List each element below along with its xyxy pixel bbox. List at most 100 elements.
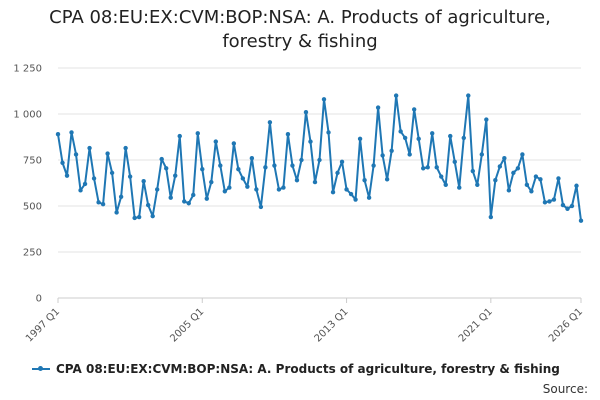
data-point[interactable] xyxy=(493,178,498,183)
data-point[interactable] xyxy=(425,165,430,170)
data-point[interactable] xyxy=(195,131,200,136)
data-point[interactable] xyxy=(402,135,408,141)
data-point[interactable] xyxy=(236,167,241,172)
data-point[interactable] xyxy=(434,165,439,170)
data-point[interactable] xyxy=(209,179,214,185)
data-point[interactable] xyxy=(538,177,543,182)
data-point[interactable] xyxy=(384,177,390,182)
legend[interactable]: CPA 08:EU:EX:CVM:BOP:NSA: A. Products of… xyxy=(32,362,560,376)
data-point[interactable] xyxy=(285,132,291,137)
data-point[interactable] xyxy=(479,152,485,157)
data-point[interactable] xyxy=(357,136,363,142)
data-point[interactable] xyxy=(263,165,268,170)
data-point[interactable] xyxy=(290,163,295,168)
data-point[interactable] xyxy=(254,187,259,192)
data-point[interactable] xyxy=(497,164,503,169)
data-point[interactable] xyxy=(547,199,552,204)
data-point[interactable] xyxy=(335,170,340,176)
data-point[interactable] xyxy=(484,117,489,122)
data-point[interactable] xyxy=(502,155,507,161)
data-point[interactable] xyxy=(542,200,548,205)
data-point[interactable] xyxy=(204,196,209,201)
data-point[interactable] xyxy=(64,173,70,178)
data-point[interactable] xyxy=(240,176,246,181)
data-point[interactable] xyxy=(272,163,277,168)
data-point[interactable] xyxy=(227,185,232,190)
data-point[interactable] xyxy=(308,139,313,144)
data-point[interactable] xyxy=(73,152,79,157)
data-point[interactable] xyxy=(321,97,327,102)
data-point[interactable] xyxy=(560,202,566,208)
data-point[interactable] xyxy=(551,197,557,202)
data-point[interactable] xyxy=(154,187,160,192)
data-point[interactable] xyxy=(213,139,219,144)
data-point[interactable] xyxy=(168,195,173,200)
data-point[interactable] xyxy=(55,132,61,137)
data-point[interactable] xyxy=(452,159,457,165)
data-point[interactable] xyxy=(475,182,480,188)
data-point[interactable] xyxy=(118,194,124,199)
data-point[interactable] xyxy=(127,174,133,179)
data-point[interactable] xyxy=(60,160,65,165)
data-point[interactable] xyxy=(136,214,142,220)
data-point[interactable] xyxy=(231,141,237,146)
data-point[interactable] xyxy=(443,182,448,188)
data-point[interactable] xyxy=(515,166,521,171)
data-point[interactable] xyxy=(430,131,435,136)
data-point[interactable] xyxy=(371,163,376,168)
data-point[interactable] xyxy=(488,214,494,220)
data-point[interactable] xyxy=(109,170,115,176)
data-point[interactable] xyxy=(200,167,205,172)
data-point[interactable] xyxy=(556,176,561,181)
data-point[interactable] xyxy=(344,187,349,192)
data-point[interactable] xyxy=(114,210,119,215)
data-point[interactable] xyxy=(524,182,530,188)
data-point[interactable] xyxy=(312,179,318,185)
data-point[interactable] xyxy=(416,136,421,142)
data-point[interactable] xyxy=(173,173,178,178)
data-point[interactable] xyxy=(82,181,88,187)
data-point[interactable] xyxy=(574,183,579,188)
data-point[interactable] xyxy=(470,168,475,174)
data-point[interactable] xyxy=(141,178,146,184)
data-point[interactable] xyxy=(380,153,385,158)
data-point[interactable] xyxy=(145,202,151,208)
data-point[interactable] xyxy=(511,170,516,176)
data-point[interactable] xyxy=(91,176,97,181)
data-point[interactable] xyxy=(299,157,304,163)
data-point[interactable] xyxy=(258,204,264,210)
data-point[interactable] xyxy=(411,107,417,112)
data-point[interactable] xyxy=(294,178,300,183)
data-point[interactable] xyxy=(326,130,331,135)
data-point[interactable] xyxy=(398,129,403,134)
data-point[interactable] xyxy=(222,189,228,194)
data-point[interactable] xyxy=(339,159,345,165)
data-point[interactable] xyxy=(375,105,381,110)
data-point[interactable] xyxy=(276,187,282,192)
data-point[interactable] xyxy=(448,133,453,139)
data-point[interactable] xyxy=(407,152,412,157)
data-point[interactable] xyxy=(69,130,74,135)
data-point[interactable] xyxy=(100,201,106,207)
data-point[interactable] xyxy=(466,93,471,98)
data-point[interactable] xyxy=(389,148,394,153)
data-point[interactable] xyxy=(362,178,367,183)
data-point[interactable] xyxy=(520,152,525,157)
data-point[interactable] xyxy=(267,120,273,125)
data-point[interactable] xyxy=(439,174,444,179)
data-point[interactable] xyxy=(569,203,575,209)
data-point[interactable] xyxy=(506,188,512,193)
data-point[interactable] xyxy=(177,133,182,139)
data-point[interactable] xyxy=(393,93,399,98)
data-point[interactable] xyxy=(281,185,286,190)
data-point[interactable] xyxy=(182,199,187,204)
data-point[interactable] xyxy=(249,155,255,161)
data-point[interactable] xyxy=(218,163,223,168)
data-point[interactable] xyxy=(164,166,169,171)
data-point[interactable] xyxy=(565,206,570,211)
data-point[interactable] xyxy=(105,151,110,156)
data-point[interactable] xyxy=(348,191,354,197)
data-point[interactable] xyxy=(533,174,539,179)
data-point[interactable] xyxy=(159,156,164,162)
data-point[interactable] xyxy=(366,195,372,200)
